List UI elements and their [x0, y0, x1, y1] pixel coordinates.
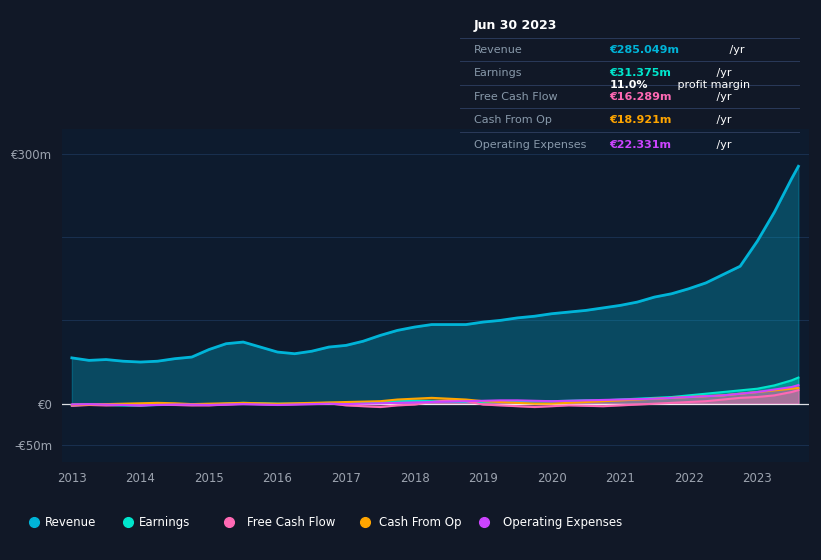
Text: /yr: /yr	[713, 140, 732, 150]
Text: Operating Expenses: Operating Expenses	[502, 516, 621, 529]
Text: 11.0%: 11.0%	[610, 80, 648, 90]
Text: Free Cash Flow: Free Cash Flow	[474, 91, 557, 101]
Text: /yr: /yr	[713, 91, 732, 101]
Text: Revenue: Revenue	[474, 45, 522, 55]
Text: €16.289m: €16.289m	[610, 91, 672, 101]
Text: Earnings: Earnings	[140, 516, 190, 529]
Text: Earnings: Earnings	[474, 68, 522, 78]
Text: profit margin: profit margin	[674, 80, 750, 90]
Text: €31.375m: €31.375m	[610, 68, 672, 78]
Text: /yr: /yr	[713, 68, 732, 78]
Text: Jun 30 2023: Jun 30 2023	[474, 18, 557, 32]
Text: Cash From Op: Cash From Op	[474, 115, 552, 125]
Text: €18.921m: €18.921m	[610, 115, 672, 125]
Text: Free Cash Flow: Free Cash Flow	[246, 516, 335, 529]
Text: Revenue: Revenue	[45, 516, 97, 529]
Text: /yr: /yr	[726, 45, 745, 55]
Text: Operating Expenses: Operating Expenses	[474, 140, 586, 150]
Text: €22.331m: €22.331m	[610, 140, 672, 150]
Text: Cash From Op: Cash From Op	[378, 516, 461, 529]
Text: €285.049m: €285.049m	[610, 45, 680, 55]
Text: /yr: /yr	[713, 115, 732, 125]
